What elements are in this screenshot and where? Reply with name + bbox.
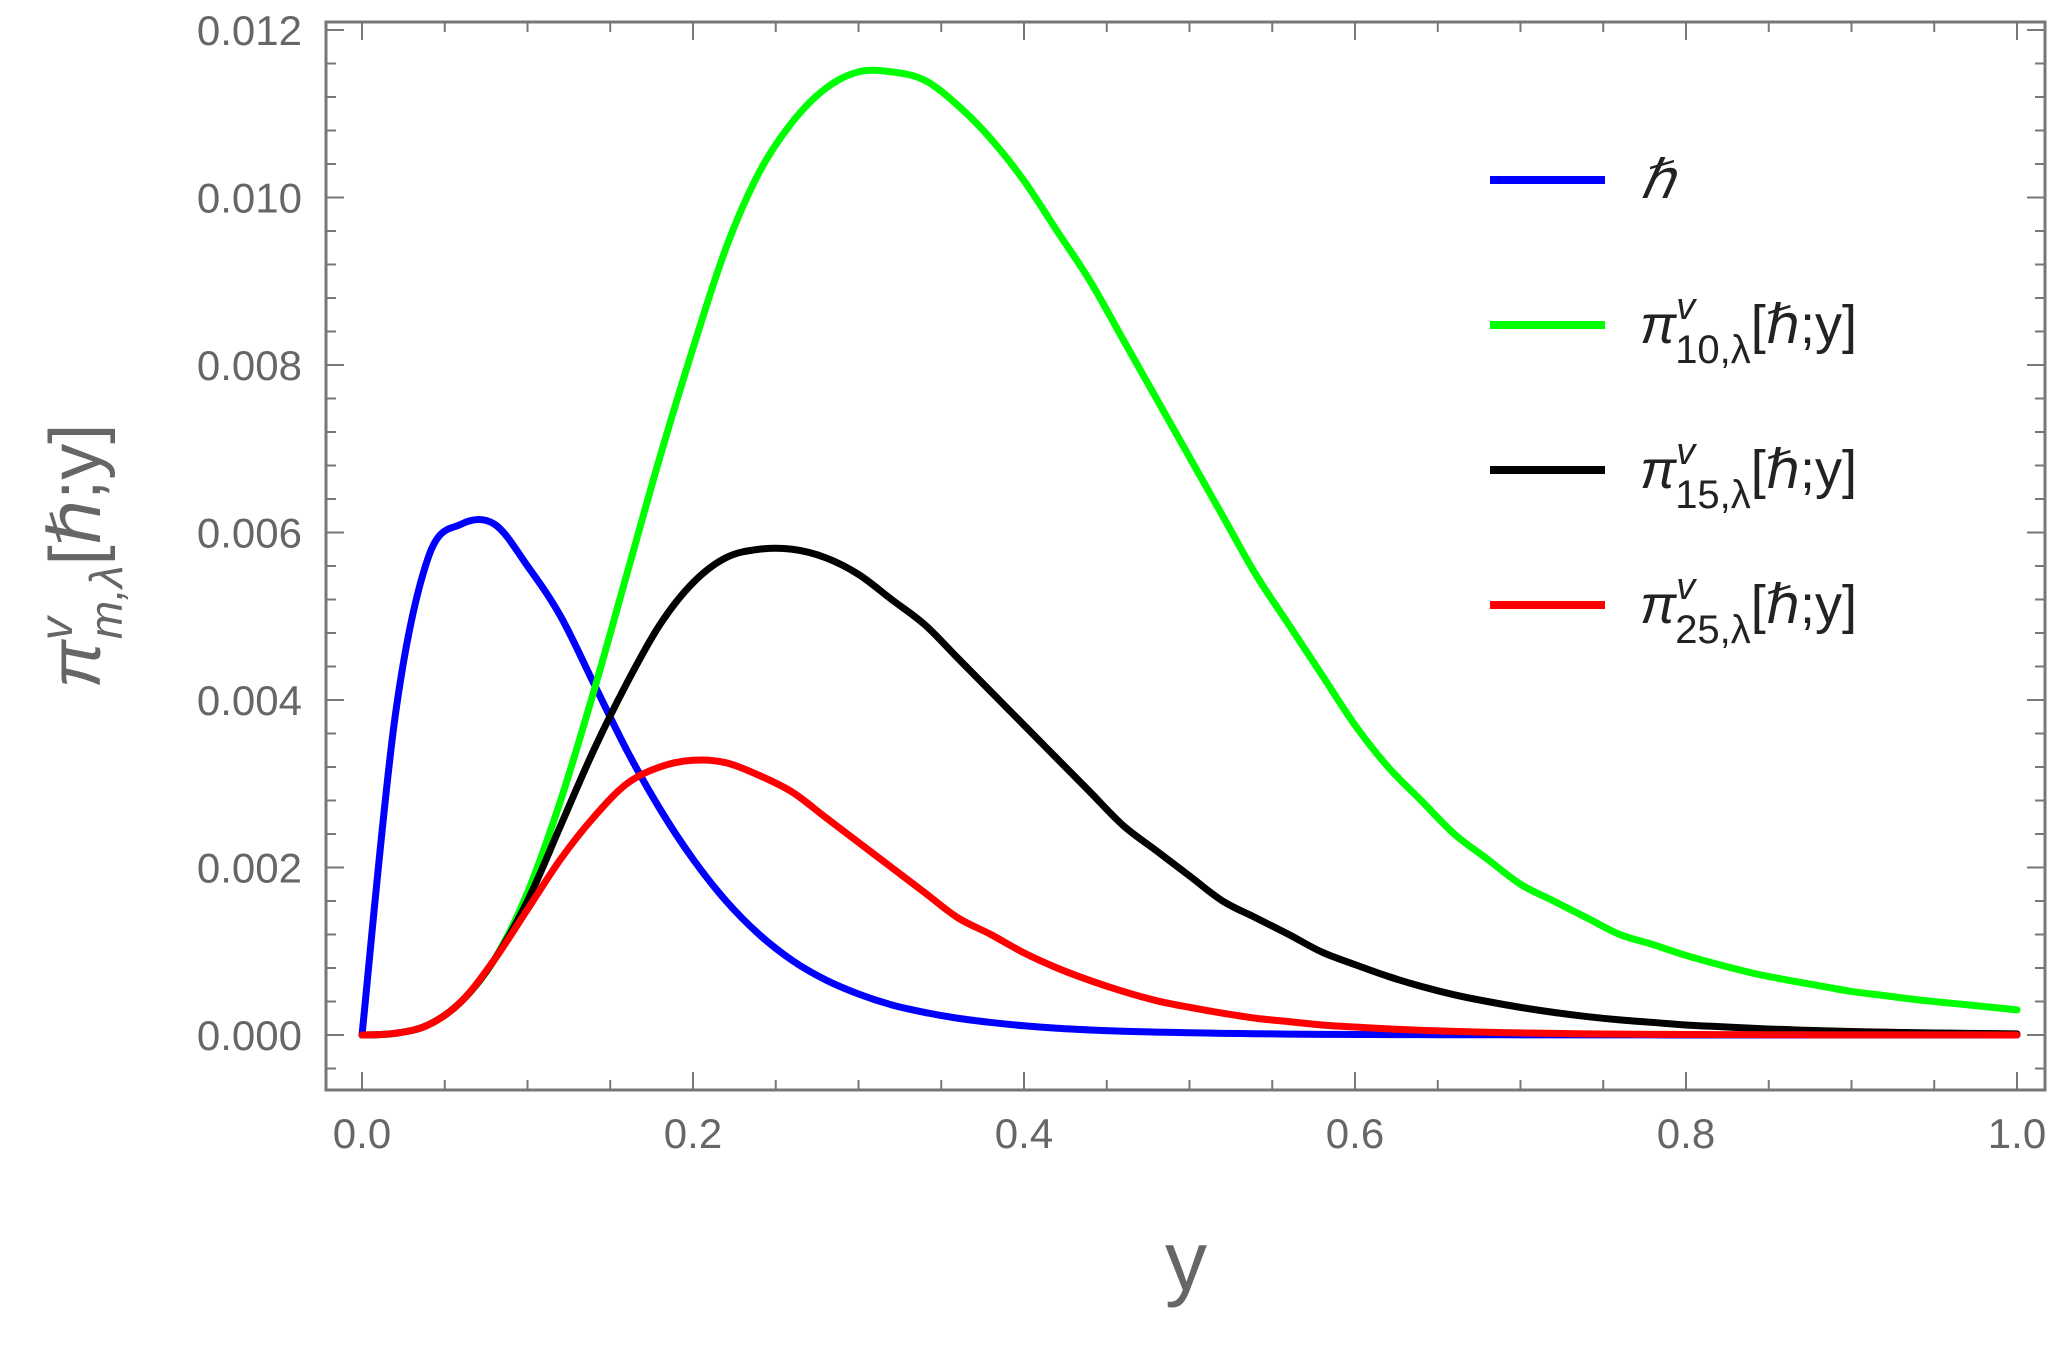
x-tick-label: 0.4	[995, 1110, 1053, 1157]
axis-tick-labels: 0.0 0.2 0.4 0.6 0.8 1.0 0.000 0.002 0.004 0.006 0.…	[197, 7, 2046, 1157]
series-line-4	[358, 756, 2021, 1039]
y-axis-title-sup: v	[30, 614, 82, 640]
y-tick-label: 0.010	[197, 175, 302, 222]
y-axis-title-base: π	[36, 638, 116, 688]
legend-label-base: π	[1640, 440, 1677, 500]
y-tick-label: 0.006	[197, 510, 302, 557]
legend-label-base: ℏ	[1640, 150, 1678, 210]
legend-label-sub: 25,λ	[1675, 608, 1751, 652]
series-line-2	[358, 66, 2021, 1039]
y-tick-label: 0.004	[197, 677, 302, 724]
legend: ℏπv 10,λ[ℏ;y]πv 15,λ[ℏ;y]πv 25,λ[ℏ;y]	[1490, 150, 1857, 652]
series-line-3	[358, 544, 2021, 1039]
legend-label-1: ℏ	[1640, 150, 1678, 210]
svg-text:πvm,λ[ℏ;y]: πvm,λ[ℏ;y]	[30, 424, 132, 689]
legend-label-sup: v	[1676, 286, 1697, 328]
legend-label-base: π	[1640, 575, 1677, 635]
series-lines	[358, 66, 2021, 1039]
x-tick-label: 0.2	[664, 1110, 722, 1157]
legend-label-rest: [ℏ;y]	[1751, 295, 1857, 355]
legend-label-sup: v	[1676, 431, 1697, 473]
axis-ticks	[326, 22, 2045, 1090]
x-tick-label: 1.0	[1988, 1110, 2046, 1157]
plot-frame	[324, 20, 2047, 1092]
x-tick-label: 0.0	[333, 1110, 391, 1157]
legend-label-rest: [ℏ;y]	[1751, 440, 1857, 500]
y-axis-title: πvm,λ[ℏ;y]	[30, 424, 132, 689]
legend-label-sub: 10,λ	[1675, 328, 1751, 372]
y-tick-label: 0.008	[197, 342, 302, 389]
legend-label-base: π	[1640, 295, 1677, 355]
legend-label-2: πv 10,λ[ℏ;y]	[1640, 286, 1857, 372]
legend-label-3: πv 15,λ[ℏ;y]	[1640, 431, 1857, 517]
legend-label-sup: v	[1676, 566, 1697, 608]
y-axis-title-sub: m,λ	[80, 565, 132, 639]
legend-label-sub: 15,λ	[1675, 473, 1751, 517]
x-tick-label: 0.8	[1657, 1110, 1715, 1157]
legend-label-rest: [ℏ;y]	[1751, 575, 1857, 635]
y-tick-label: 0.000	[197, 1012, 302, 1059]
x-tick-label: 0.6	[1326, 1110, 1384, 1157]
x-axis-title: y	[1165, 1214, 1207, 1308]
y-tick-label: 0.002	[197, 845, 302, 892]
y-axis-title-rest: [ℏ;y]	[36, 424, 116, 566]
legend-label-4: πv 25,λ[ℏ;y]	[1640, 566, 1857, 652]
y-tick-label: 0.012	[197, 7, 302, 54]
